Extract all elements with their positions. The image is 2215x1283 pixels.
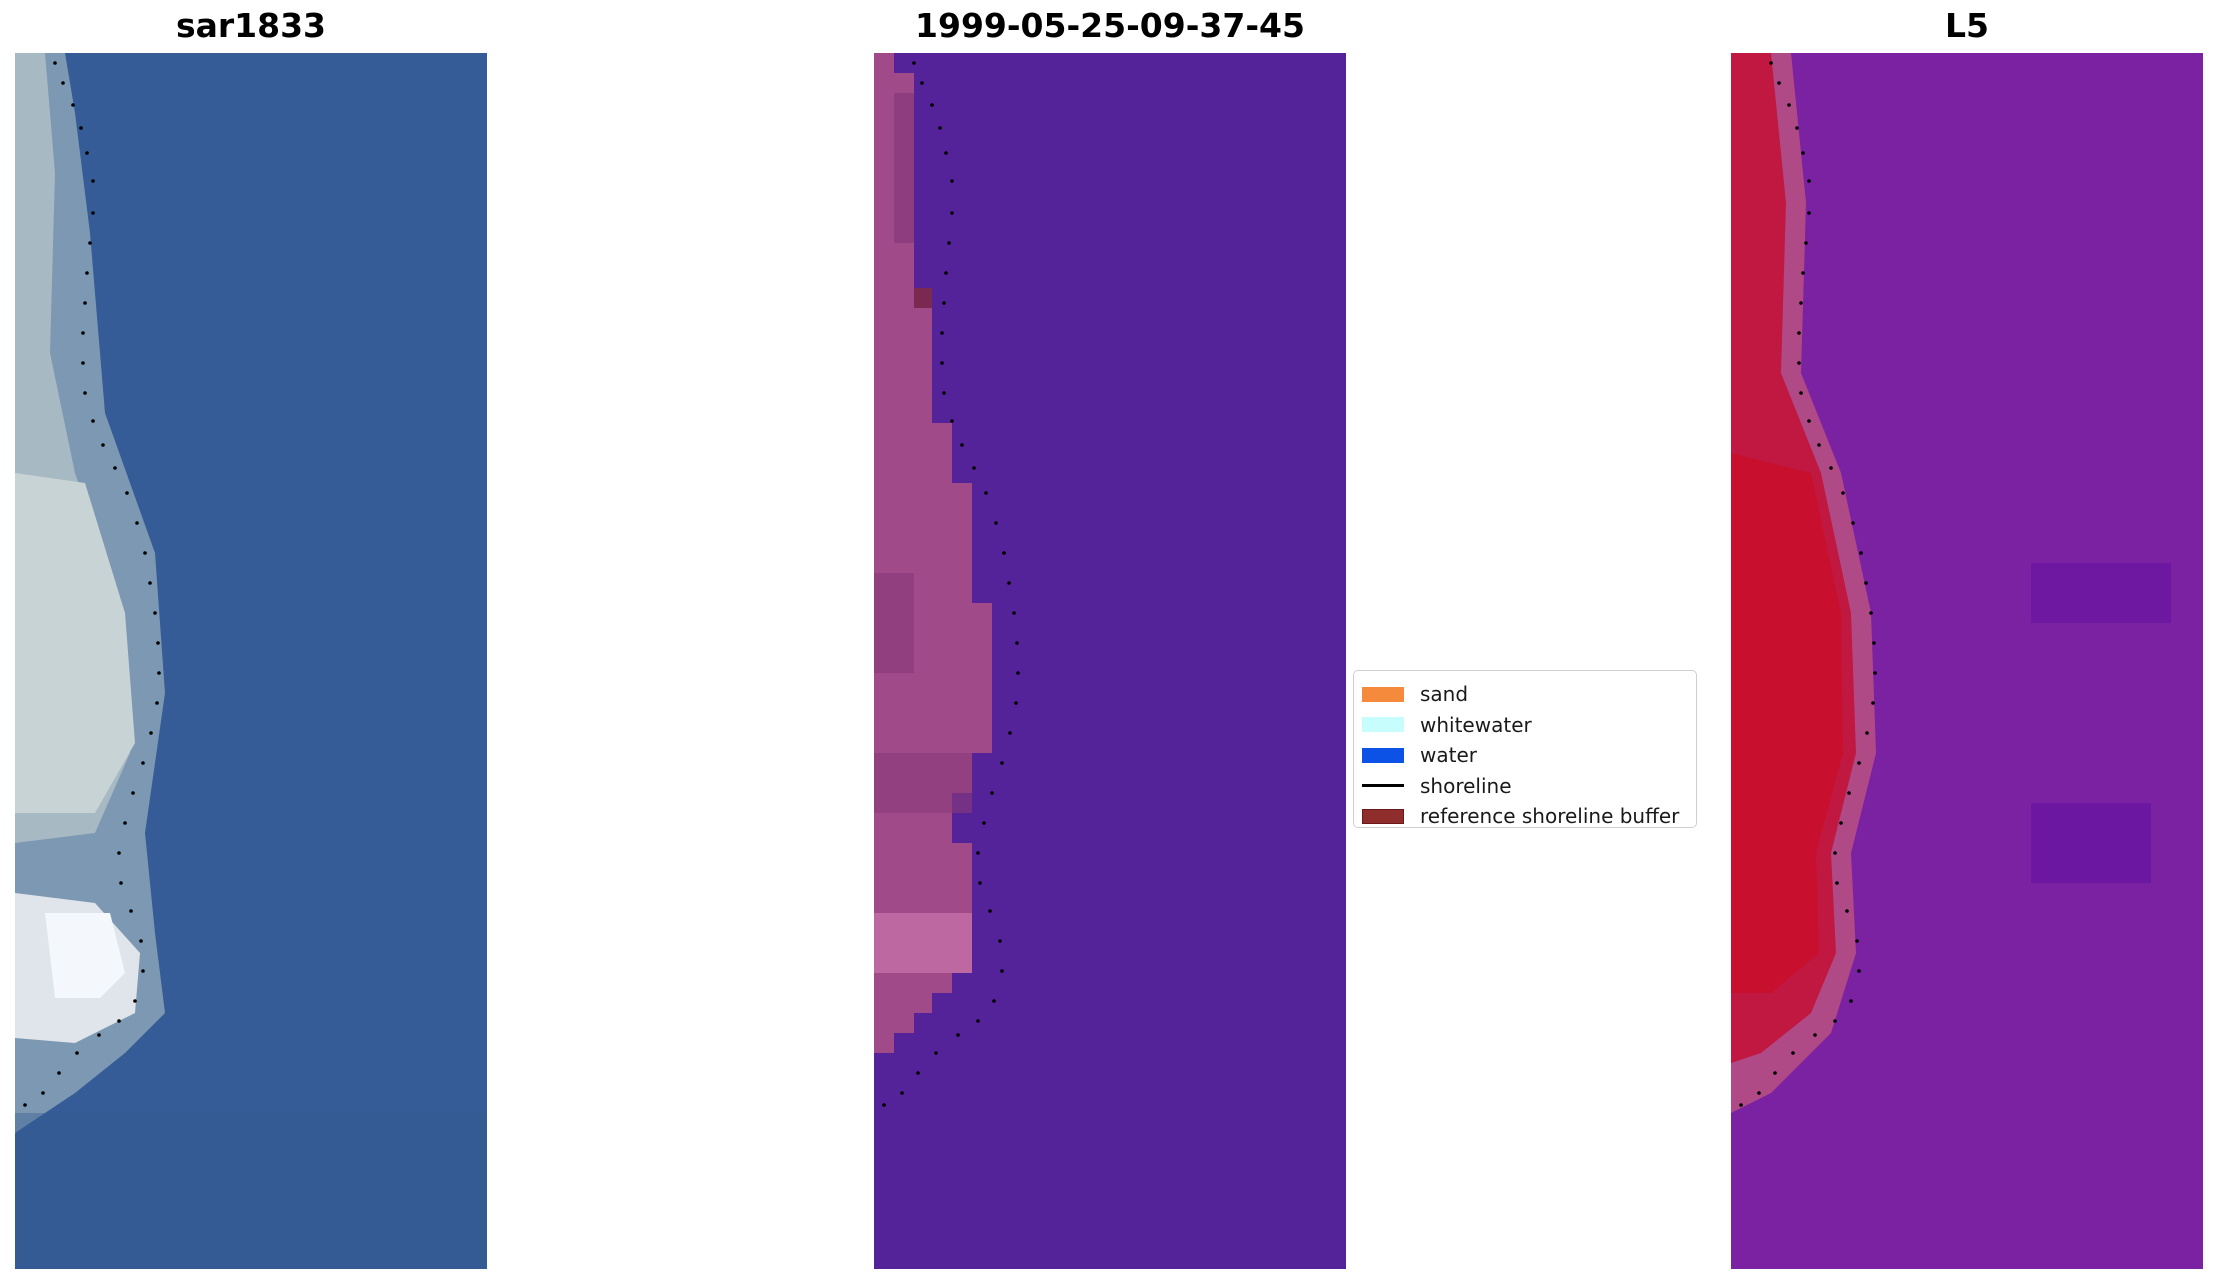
legend-label-shoreline: shoreline bbox=[1420, 773, 1512, 798]
legend-swatch-sand bbox=[1362, 686, 1404, 702]
classification-panel bbox=[874, 53, 1346, 1269]
legend-item-whitewater: whitewater bbox=[1354, 710, 1696, 741]
shoreline-dots bbox=[1739, 61, 1877, 1107]
legend-item-sand: sand bbox=[1354, 679, 1696, 710]
index-image bbox=[1731, 53, 2203, 1269]
legend-label-sand: sand bbox=[1420, 682, 1469, 707]
legend-item-water: water bbox=[1354, 740, 1696, 771]
panel-title-classification: 1999-05-25-09-37-45 bbox=[915, 6, 1305, 45]
rgb-image bbox=[15, 53, 487, 1269]
legend-item-shoreline: shoreline bbox=[1354, 771, 1696, 802]
shoreline-dots bbox=[882, 61, 1020, 1107]
legend-label-whitewater: whitewater bbox=[1420, 712, 1532, 737]
legend-swatch-reference-buffer bbox=[1362, 808, 1404, 824]
rgb-image-panel bbox=[15, 53, 487, 1269]
legend-label-reference-buffer: reference shoreline buffer bbox=[1420, 804, 1680, 829]
legend-swatch-whitewater bbox=[1362, 717, 1404, 733]
shoreline-dots bbox=[23, 61, 161, 1107]
legend-label-water: water bbox=[1420, 743, 1477, 768]
legend-line-shoreline bbox=[1362, 784, 1404, 788]
panel-title-rgb: sar1833 bbox=[175, 6, 327, 45]
legend-item-reference-buffer: reference shoreline buffer bbox=[1354, 801, 1696, 832]
panel-title-index: L5 bbox=[1945, 6, 1989, 45]
legend: sand whitewater water shoreline referenc… bbox=[1353, 670, 1697, 828]
legend-swatch-water bbox=[1362, 747, 1404, 763]
classification-image bbox=[874, 53, 1346, 1269]
index-panel bbox=[1731, 53, 2203, 1269]
